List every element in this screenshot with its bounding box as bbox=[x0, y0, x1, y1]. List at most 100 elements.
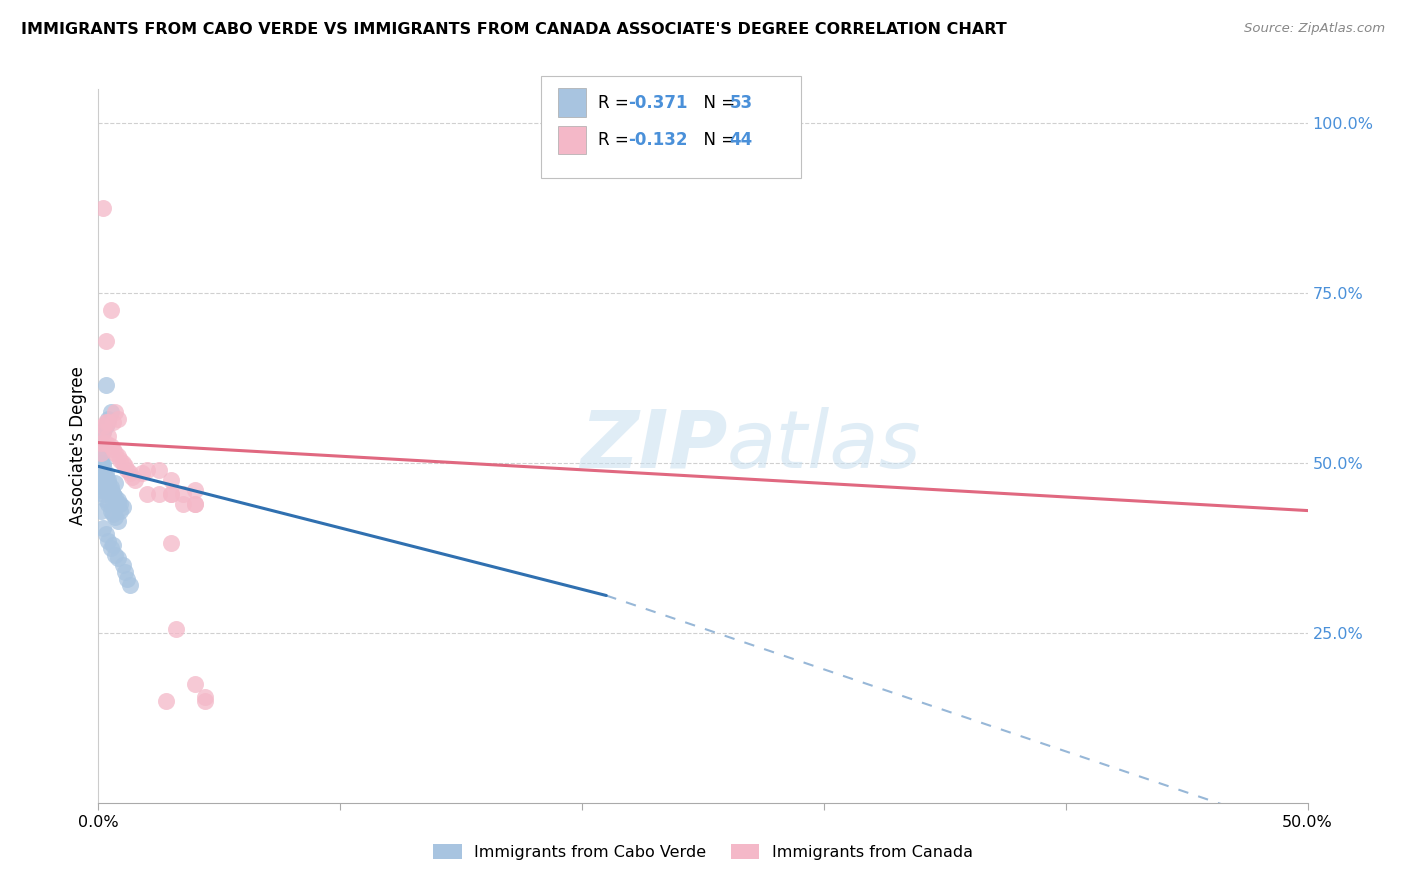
Point bbox=[91, 480, 114, 494]
Point bbox=[100, 483, 122, 498]
Point bbox=[111, 500, 134, 515]
Point bbox=[90, 473, 112, 487]
Point bbox=[94, 377, 117, 392]
Point bbox=[97, 473, 120, 487]
Point bbox=[135, 463, 157, 477]
Point bbox=[184, 497, 207, 511]
Point bbox=[155, 694, 177, 708]
Text: R =: R = bbox=[598, 131, 634, 149]
Point bbox=[107, 551, 129, 566]
Point bbox=[94, 469, 117, 483]
Point bbox=[148, 486, 170, 500]
Point bbox=[121, 469, 143, 483]
Point bbox=[111, 558, 134, 572]
Point bbox=[97, 534, 120, 549]
Text: atlas: atlas bbox=[727, 407, 922, 485]
Point bbox=[100, 303, 122, 318]
Point bbox=[100, 405, 122, 419]
Text: N =: N = bbox=[693, 131, 741, 149]
Point bbox=[100, 439, 122, 453]
Text: N =: N = bbox=[693, 94, 741, 112]
Point bbox=[104, 446, 127, 460]
Point bbox=[194, 694, 217, 708]
Point bbox=[118, 578, 141, 592]
Point bbox=[90, 435, 112, 450]
Text: 53: 53 bbox=[730, 94, 752, 112]
Point bbox=[94, 415, 117, 429]
Point bbox=[101, 493, 124, 508]
Point bbox=[160, 535, 183, 549]
Text: -0.132: -0.132 bbox=[628, 131, 688, 149]
Point bbox=[91, 456, 114, 470]
Point bbox=[100, 541, 122, 555]
Point bbox=[91, 486, 114, 500]
Point bbox=[118, 466, 141, 480]
Point bbox=[117, 572, 139, 586]
Point bbox=[107, 497, 129, 511]
Point bbox=[104, 490, 127, 504]
Legend: Immigrants from Cabo Verde, Immigrants from Canada: Immigrants from Cabo Verde, Immigrants f… bbox=[426, 838, 980, 866]
Point bbox=[91, 418, 114, 433]
Point bbox=[114, 565, 136, 579]
Point bbox=[97, 415, 120, 429]
Point bbox=[160, 486, 183, 500]
Point bbox=[165, 623, 187, 637]
Point bbox=[91, 520, 114, 534]
Point bbox=[104, 476, 127, 491]
Text: 44: 44 bbox=[730, 131, 754, 149]
Point bbox=[91, 425, 114, 440]
Point bbox=[104, 405, 127, 419]
Point bbox=[97, 429, 120, 443]
Point bbox=[94, 493, 117, 508]
Point bbox=[94, 483, 117, 498]
Point bbox=[108, 497, 131, 511]
Point bbox=[107, 449, 129, 463]
Point bbox=[91, 425, 114, 440]
Point bbox=[107, 514, 129, 528]
Point bbox=[90, 446, 112, 460]
Point bbox=[108, 452, 131, 467]
Point bbox=[184, 483, 207, 498]
Point bbox=[94, 435, 117, 450]
Point bbox=[108, 503, 131, 517]
Point bbox=[107, 412, 129, 426]
Point bbox=[172, 486, 194, 500]
Point bbox=[114, 459, 136, 474]
Point bbox=[97, 412, 120, 426]
Point bbox=[97, 497, 120, 511]
Point bbox=[100, 480, 122, 494]
Point bbox=[124, 473, 146, 487]
Point bbox=[90, 452, 112, 467]
Point bbox=[184, 497, 207, 511]
Point bbox=[160, 473, 183, 487]
Point bbox=[90, 442, 112, 457]
Point bbox=[91, 201, 114, 215]
Point bbox=[94, 334, 117, 348]
Point bbox=[111, 456, 134, 470]
Point bbox=[101, 415, 124, 429]
Point bbox=[172, 497, 194, 511]
Point bbox=[131, 466, 153, 480]
Point bbox=[90, 456, 112, 470]
Point bbox=[117, 463, 139, 477]
Y-axis label: Associate's Degree: Associate's Degree bbox=[69, 367, 87, 525]
Point bbox=[100, 503, 122, 517]
Point bbox=[90, 483, 112, 498]
Point bbox=[184, 677, 207, 691]
Point bbox=[160, 486, 183, 500]
Text: -0.371: -0.371 bbox=[628, 94, 688, 112]
Point bbox=[101, 442, 124, 457]
Point bbox=[94, 466, 117, 480]
Text: IMMIGRANTS FROM CABO VERDE VS IMMIGRANTS FROM CANADA ASSOCIATE'S DEGREE CORRELAT: IMMIGRANTS FROM CABO VERDE VS IMMIGRANTS… bbox=[21, 22, 1007, 37]
Point bbox=[90, 466, 112, 480]
Point bbox=[94, 527, 117, 541]
Text: R =: R = bbox=[598, 94, 634, 112]
Point bbox=[90, 503, 112, 517]
Point bbox=[91, 463, 114, 477]
Point bbox=[104, 548, 127, 562]
Point bbox=[97, 476, 120, 491]
Point bbox=[101, 486, 124, 500]
Point bbox=[104, 510, 127, 524]
Text: ZIP: ZIP bbox=[579, 407, 727, 485]
Point bbox=[90, 459, 112, 474]
